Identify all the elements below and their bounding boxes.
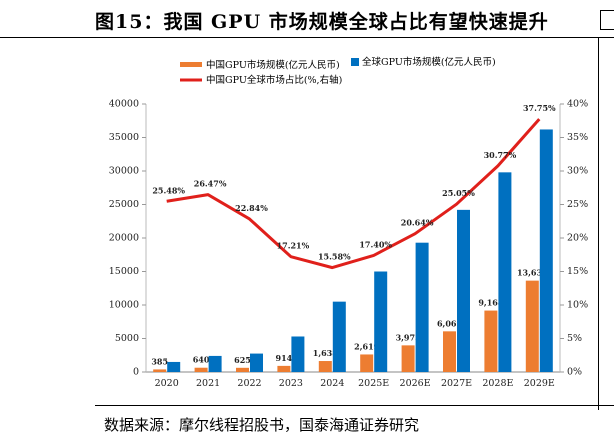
bar-label-china: 1,638 <box>313 348 338 358</box>
share-label: 20.64% <box>401 218 434 228</box>
y-tick-label: 30000 <box>109 166 139 177</box>
bar-global <box>250 353 263 372</box>
bar-global <box>539 129 553 372</box>
column-divider <box>598 38 599 410</box>
bar-china <box>401 345 415 372</box>
share-label: 37.75% <box>523 103 556 113</box>
bar-china <box>484 310 498 372</box>
y2-tick-label: 35% <box>567 132 588 143</box>
bar-china <box>525 280 539 372</box>
bar-global <box>332 301 346 372</box>
bar-china <box>153 369 167 372</box>
x-tick-label: 2027E <box>441 378 472 389</box>
share-label: 30.77% <box>484 150 517 160</box>
y-tick-label: 15000 <box>109 266 139 277</box>
bar-label-china: 3,975 <box>396 332 421 342</box>
legend-swatch-china <box>180 62 202 67</box>
bar-label-china: 13,636 <box>517 268 548 278</box>
legend-swatch-global <box>351 58 359 66</box>
bar-china <box>360 354 374 372</box>
bar-label-china: 385 <box>151 356 168 366</box>
x-tick-label: 2020 <box>155 378 179 389</box>
figure-header: 图15：我国 GPU 市场规模全球占比有望快速提升 <box>0 0 614 38</box>
bar-china <box>194 367 208 372</box>
y-tick-label: 5000 <box>115 333 139 344</box>
legend-label-share: 中国GPU全球市场占比(%,右轴) <box>206 74 342 86</box>
x-tick-label: 2029E <box>524 378 555 389</box>
y2-tick-label: 0% <box>567 367 582 378</box>
y-tick-label: 20000 <box>109 233 139 244</box>
next-figure-edge <box>600 10 614 30</box>
share-label: 25.48% <box>152 185 185 195</box>
bar-china <box>277 365 291 372</box>
bar-global <box>374 271 388 372</box>
x-tick-label: 2023 <box>279 378 303 389</box>
legend-label-global: 全球GPU市场规模(亿元人民币) <box>362 56 496 68</box>
share-label: 22.84% <box>235 203 268 213</box>
bar-label-china: 914 <box>276 353 293 363</box>
bar-label-china: 625 <box>234 355 251 365</box>
x-tick-label: 2025E <box>358 378 389 389</box>
y2-tick-label: 20% <box>567 233 588 244</box>
share-label: 17.40% <box>359 239 392 249</box>
bar-global <box>415 242 429 372</box>
y2-tick-label: 30% <box>567 166 588 177</box>
y2-tick-label: 15% <box>567 266 588 277</box>
bar-global <box>208 355 222 372</box>
bar-global <box>167 361 181 372</box>
bar-global <box>291 336 305 372</box>
x-tick-label: 2026E <box>400 378 431 389</box>
y2-tick-label: 25% <box>567 199 588 210</box>
legend-label-china: 中国GPU市场规模(亿元人民币) <box>206 59 340 71</box>
share-line <box>166 118 541 270</box>
share-label: 17.21% <box>277 241 310 251</box>
share-label: 15.58% <box>318 252 351 262</box>
bar-global <box>457 209 470 372</box>
bar-label-china: 9,168 <box>478 298 503 308</box>
figure-footer: 数据来源：摩尔线程招股书，国泰海通证券研究 <box>95 405 614 446</box>
bar-label-china: 2,619 <box>354 341 379 351</box>
y-tick-label: 40000 <box>109 99 139 110</box>
figure-title: 图15：我国 GPU 市场规模全球占比有望快速提升 <box>95 11 549 33</box>
y-tick-label: 10000 <box>109 300 139 311</box>
x-tick-label: 2022 <box>237 378 261 389</box>
bar-global <box>498 172 512 372</box>
y-tick-label: 35000 <box>109 132 139 143</box>
share-label: 25.05% <box>442 188 475 198</box>
bar-label-china: 640 <box>193 355 210 365</box>
bar-label-china: 6,069 <box>437 318 462 328</box>
x-tick-label: 2028E <box>482 378 513 389</box>
source-note: 数据来源：摩尔线程招股书，国泰海通证券研究 <box>104 416 420 434</box>
y2-tick-label: 5% <box>567 333 582 344</box>
y2-tick-label: 10% <box>567 300 588 311</box>
bar-china <box>443 331 456 372</box>
x-tick-label: 2024 <box>320 378 344 389</box>
bar-china <box>236 367 249 372</box>
y-tick-label: 0 <box>133 367 139 378</box>
y2-tick-label: 40% <box>567 99 588 110</box>
bar-china <box>318 361 332 372</box>
share-label: 26.47% <box>194 179 227 189</box>
x-tick-label: 2021 <box>196 378 220 389</box>
y-tick-label: 25000 <box>109 199 139 210</box>
